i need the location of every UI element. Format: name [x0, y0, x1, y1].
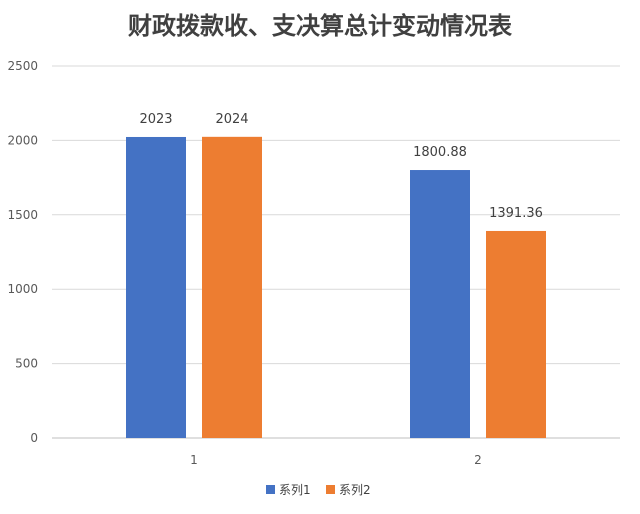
legend-swatch — [326, 485, 335, 494]
legend: 系列1 系列2 — [266, 483, 371, 497]
x-tick-label: 1 — [190, 453, 198, 467]
bar-series2-cat2 — [486, 230, 546, 438]
y-tick-label: 1000 — [7, 282, 38, 296]
legend-swatch — [266, 485, 275, 494]
y-axis-ticks: 0 500 1000 1500 2000 2500 — [7, 59, 38, 445]
chart-title: 财政拨款收、支决算总计变动情况表 — [128, 11, 513, 40]
data-label: 2023 — [139, 112, 172, 127]
legend-label: 系列2 — [339, 483, 371, 497]
y-tick-label: 1500 — [7, 208, 38, 222]
legend-label: 系列1 — [279, 483, 311, 497]
y-tick-label: 2000 — [7, 133, 38, 147]
data-label: 1800.88 — [413, 145, 467, 160]
bar-series2-cat1 — [202, 136, 262, 438]
data-label: 1391.36 — [489, 206, 543, 221]
y-tick-label: 2500 — [7, 59, 38, 73]
y-tick-label: 500 — [15, 357, 38, 371]
data-label: 2024 — [215, 112, 248, 127]
bars — [126, 136, 546, 438]
bar-series1-cat2 — [410, 170, 470, 438]
data-labels: 2023 2024 1800.88 1391.36 — [139, 112, 542, 221]
x-tick-label: 2 — [474, 453, 482, 467]
bar-series1-cat1 — [126, 136, 186, 438]
y-tick-label: 0 — [30, 431, 38, 445]
